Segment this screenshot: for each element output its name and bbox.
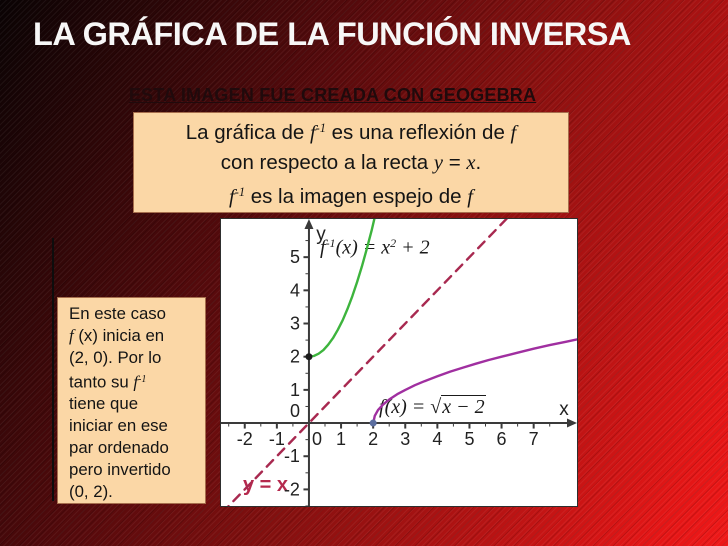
svg-text:0: 0 (290, 401, 300, 421)
svg-text:2: 2 (290, 347, 300, 367)
note-line: (0, 2). (69, 481, 113, 501)
case-note-box: En este caso f (x) inicia en (2, 0). Por… (57, 297, 206, 504)
info-line-3: f-1 es la imagen espejo de f (229, 184, 473, 208)
svg-text:3: 3 (290, 314, 300, 334)
note-line: iniciar en ese (69, 416, 168, 436)
page-title: LA GRÁFICA DE LA FUNCIÓN INVERSA (33, 16, 631, 52)
info-line-1: La gráfica de f-1 es una reflexión de f (185, 120, 517, 144)
inverse-function-label: f-1(x) = x2 + 2 (320, 236, 430, 259)
svg-text:7: 7 (529, 429, 539, 449)
note-line: f (x) inicia en (69, 325, 165, 345)
reflection-info-box: La gráfica de f-1 es una reflexión de f … (133, 112, 569, 213)
svg-text:5: 5 (290, 247, 300, 267)
function-graph: f-1(x) = x2 + 2 f(x) = √x − 2 y = x -2 -1… (220, 218, 578, 507)
svg-text:2: 2 (368, 429, 378, 449)
svg-text:-2: -2 (284, 479, 300, 499)
info-line-2: con respecto a la recta y = x. (220, 150, 482, 174)
svg-text:y: y (316, 224, 326, 245)
svg-text:0: 0 (312, 429, 322, 449)
svg-text:3: 3 (400, 429, 410, 449)
note-line: En este caso (69, 304, 167, 323)
svg-text:-1: -1 (284, 446, 300, 466)
svg-text:-2: -2 (237, 429, 253, 449)
svg-text:5: 5 (464, 429, 474, 449)
svg-text:-1: -1 (269, 429, 285, 449)
note-line: tiene que (69, 394, 139, 414)
svg-text:1: 1 (290, 380, 300, 400)
note-line: par ordenado (69, 437, 169, 457)
svg-text:6: 6 (497, 429, 507, 449)
svg-text:4: 4 (432, 429, 442, 449)
decorative-vertical-line (52, 238, 54, 501)
svg-text:1: 1 (336, 429, 346, 449)
geogebra-link[interactable]: ESTA IMAGEN FUE CREADA CON GEOGEBRA (128, 85, 537, 105)
note-line: (2, 0). Por lo (69, 347, 162, 367)
svg-text:4: 4 (290, 280, 300, 300)
identity-line-label: y = x (243, 474, 289, 496)
note-line: tanto su f-1 (69, 372, 147, 392)
note-line: pero invertido (69, 459, 171, 479)
svg-text:x: x (559, 399, 569, 420)
